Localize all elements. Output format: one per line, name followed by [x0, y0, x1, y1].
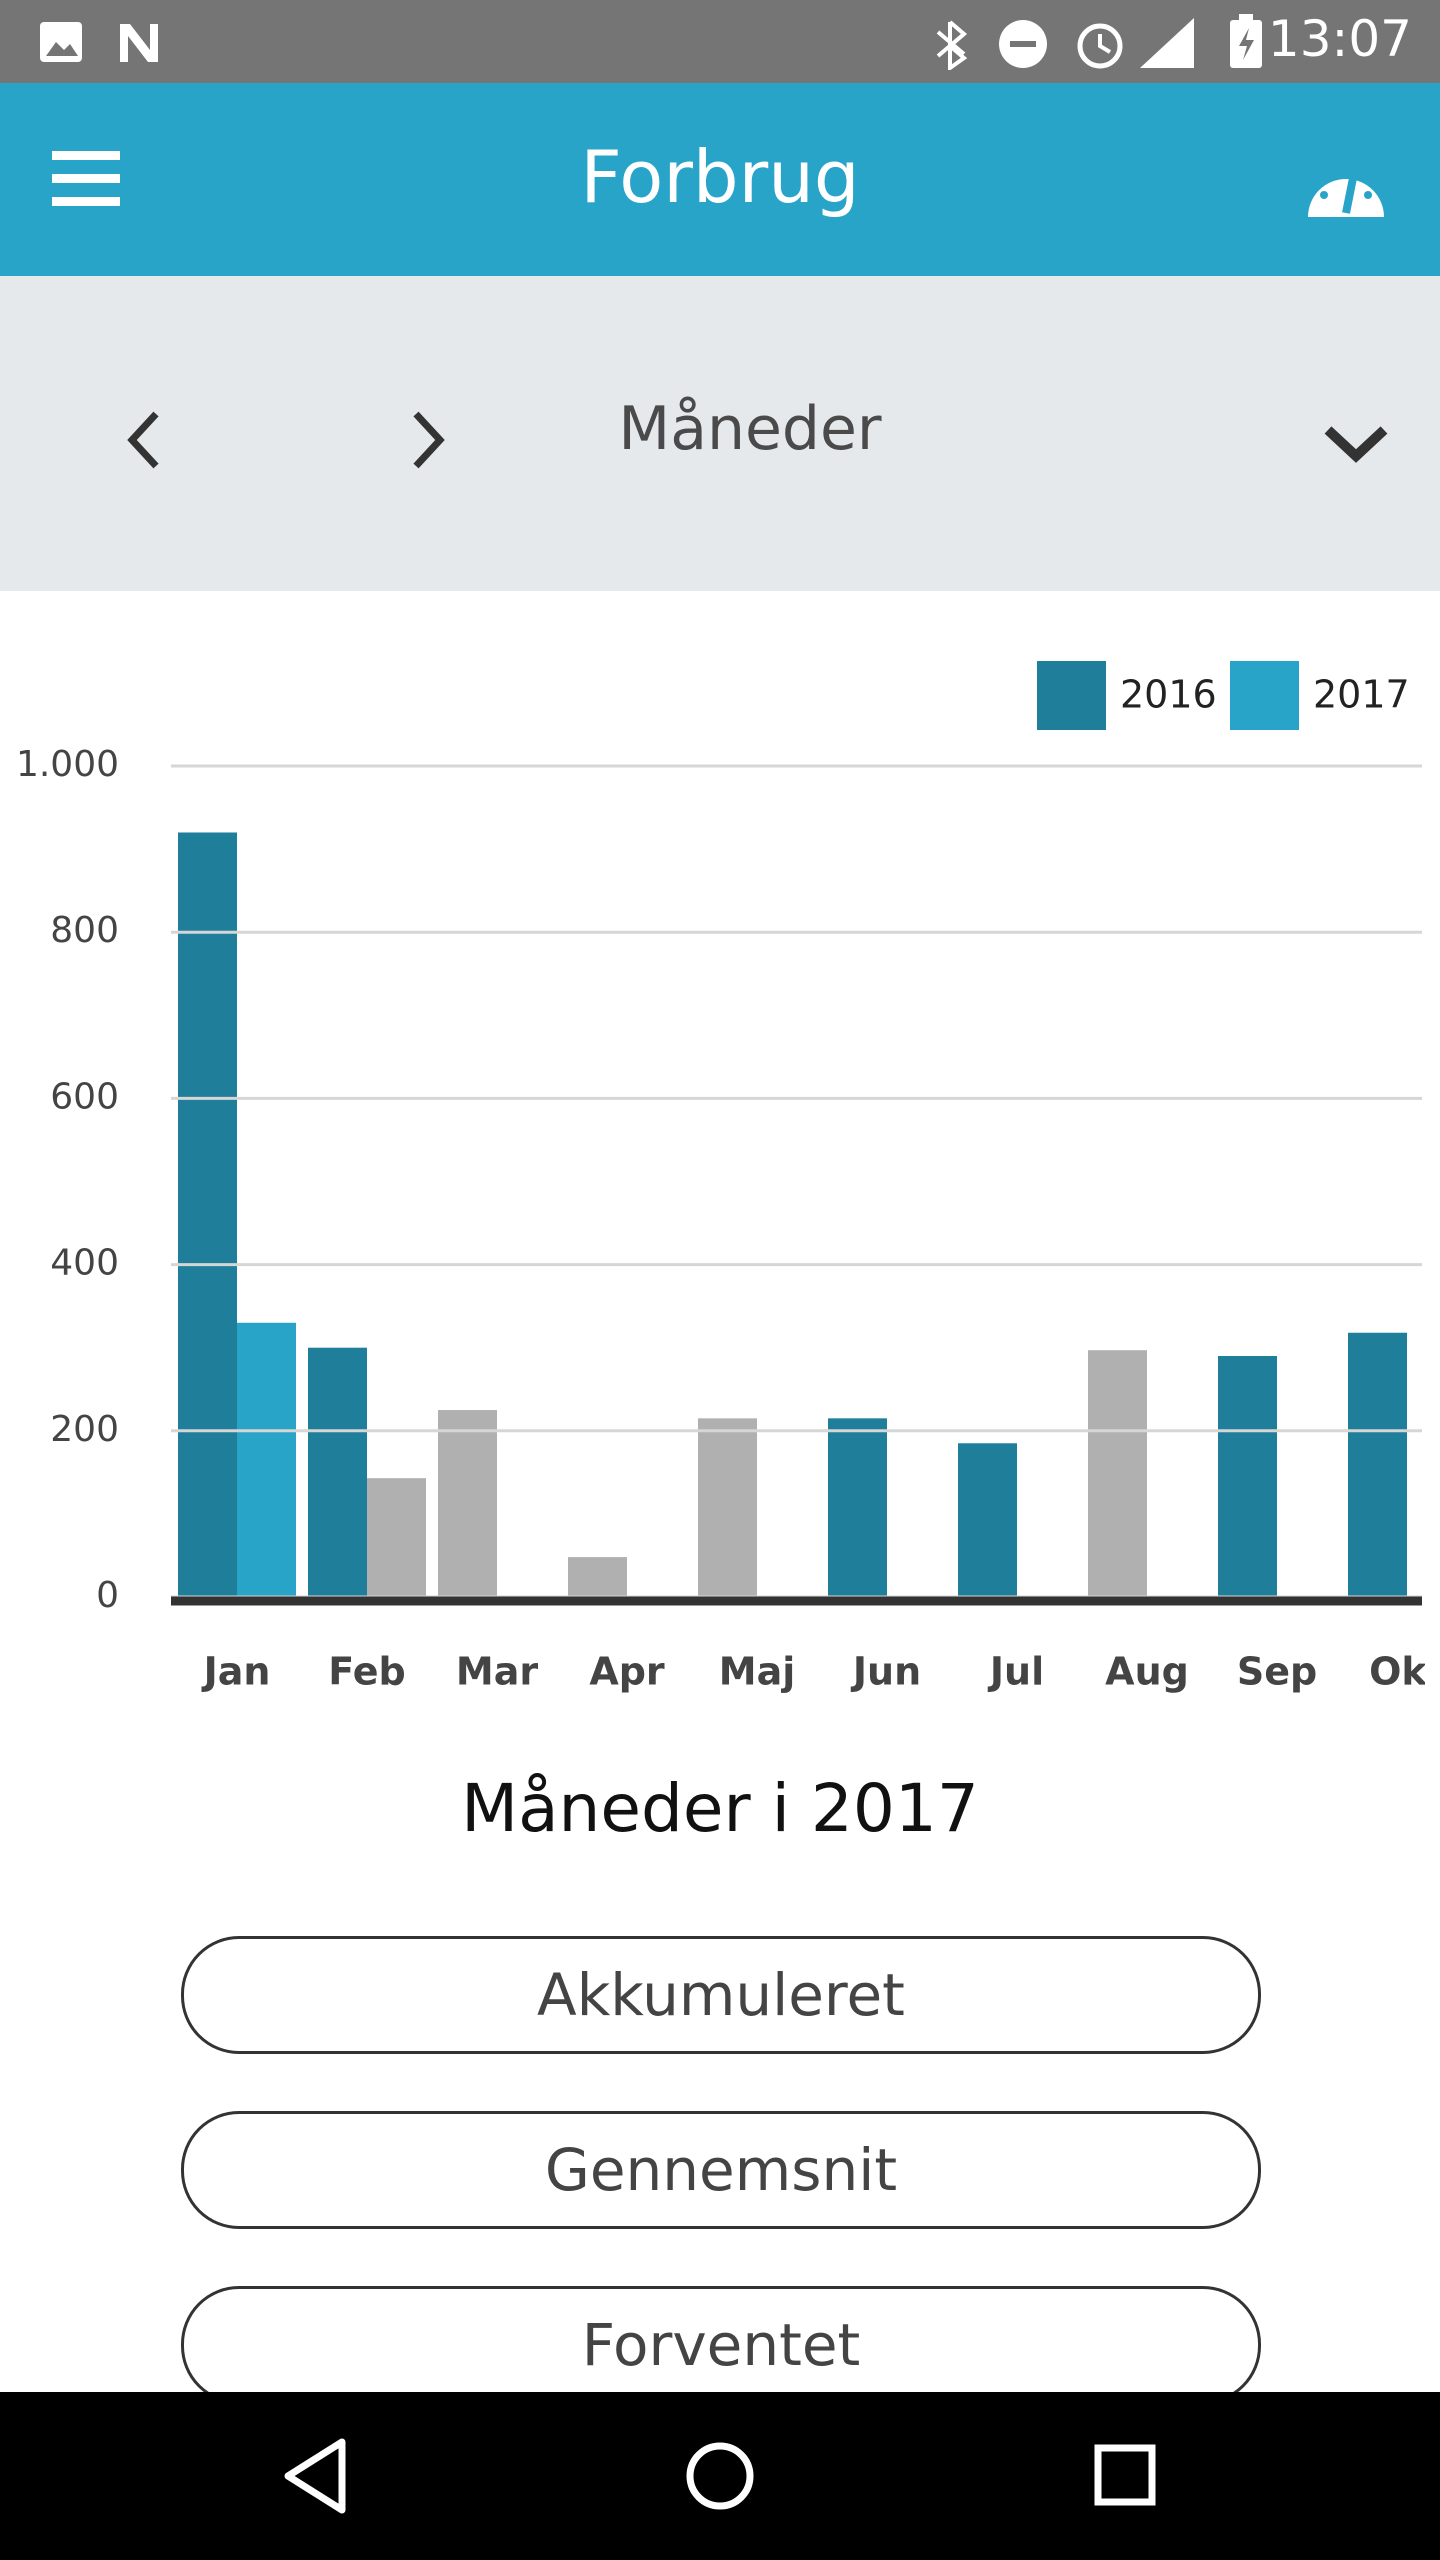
status-icons-right [936, 18, 1194, 70]
bar [1348, 1332, 1407, 1597]
button[interactable]: Forventet [181, 2286, 1261, 2404]
bar [308, 1347, 367, 1597]
y-tick-label: 0 [96, 1575, 119, 1616]
chart: Jan Feb Mar Apr Maj Jun Jul Aug Sep Okt 0 200 400 60… [16, 661, 1440, 1694]
x-tick-label: Jan [201, 1650, 271, 1694]
period-selector: Måneder [0, 276, 1440, 591]
legend-swatch [1037, 661, 1106, 730]
chart-caption: Måneder i 2017 [461, 1770, 979, 1847]
y-tick-label: 600 [50, 1076, 119, 1117]
nav-buttons[interactable] [280, 2436, 1180, 2516]
menu-button[interactable] [52, 151, 122, 207]
legend-label: 2016 [1120, 673, 1217, 717]
x-tick-label: Mar [456, 1650, 538, 1694]
period-label: Måneder [618, 394, 882, 464]
bar [1088, 1350, 1147, 1597]
x-tick-label: Apr [589, 1650, 665, 1694]
dropdown-button[interactable] [1322, 422, 1390, 466]
x-tick-label: Sep [1237, 1650, 1317, 1694]
dashboard-button[interactable] [1306, 151, 1386, 219]
status-icons [40, 22, 158, 62]
button[interactable]: Akkumuleret [181, 1936, 1261, 2054]
legend-label: 2017 [1313, 673, 1410, 717]
next-button[interactable] [410, 410, 446, 470]
bar [828, 1418, 887, 1597]
x-tick-label: Feb [328, 1650, 405, 1694]
x-tick-label: Aug [1105, 1650, 1189, 1694]
x-tick-label: Jul [987, 1650, 1044, 1694]
app-bar: Forbrug [0, 83, 1440, 276]
bar [1218, 1356, 1277, 1597]
bar [698, 1418, 757, 1597]
bar [367, 1478, 426, 1597]
y-tick-label: 1.000 [16, 744, 119, 785]
bar [178, 832, 237, 1597]
battery-icon [1230, 14, 1262, 68]
x-tick-label: Maj [719, 1650, 795, 1694]
status-time: 13:07 [1267, 10, 1412, 68]
y-tick-label: 400 [50, 1243, 119, 1284]
bar [438, 1410, 497, 1597]
app-title: Forbrug [580, 135, 860, 219]
x-tick-label: Okt [1369, 1650, 1440, 1694]
bar [568, 1557, 627, 1597]
legend-swatch [1230, 661, 1299, 730]
button[interactable]: Gennemsnit [181, 2111, 1261, 2229]
navigation-bar [0, 2392, 1440, 2560]
status-bar: 13:07 [0, 0, 1440, 83]
y-tick-label: 200 [50, 1409, 119, 1450]
x-tick-label: Jun [850, 1650, 921, 1694]
bar [958, 1443, 1017, 1597]
y-tick-label: 800 [50, 910, 119, 951]
prev-button[interactable] [126, 410, 162, 470]
bar [237, 1322, 296, 1597]
